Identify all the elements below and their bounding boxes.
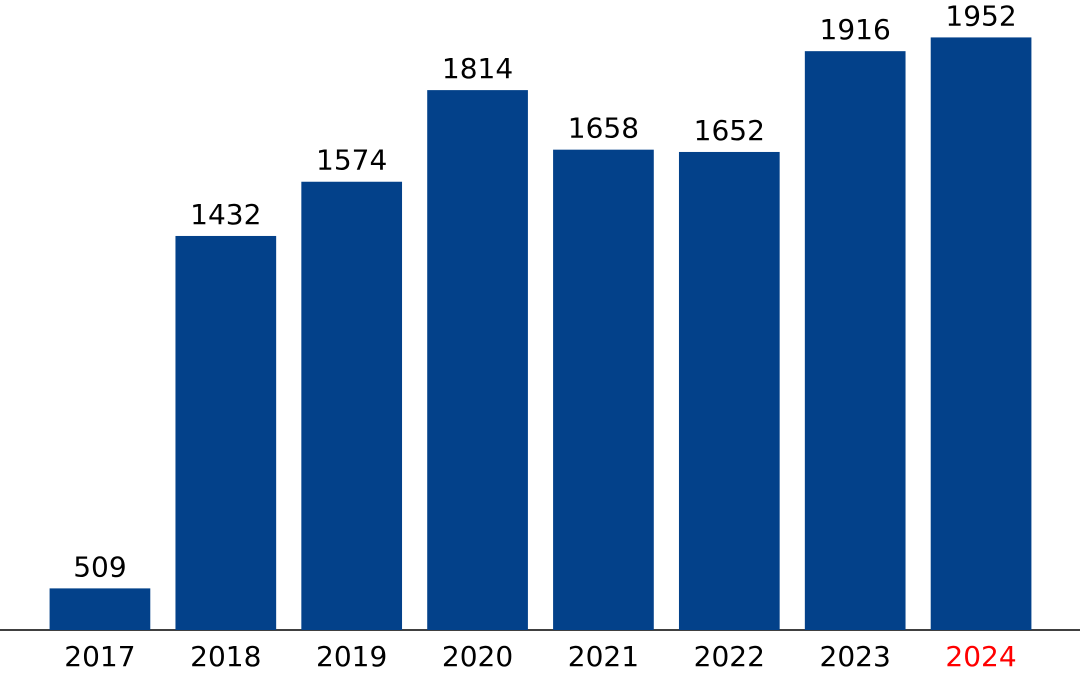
value-label: 1916 (820, 13, 891, 46)
x-tick-label: 2018 (190, 640, 261, 673)
value-label: 1952 (945, 0, 1016, 32)
bar (930, 37, 1032, 630)
value-label: 1574 (316, 144, 387, 177)
bar (553, 149, 654, 630)
value-label: 1432 (190, 198, 261, 231)
value-label: 1658 (568, 112, 639, 145)
bar (804, 51, 906, 630)
value-label: 509 (73, 550, 126, 583)
bar (175, 235, 277, 631)
bar (427, 90, 528, 631)
x-tick-label: 2019 (316, 640, 387, 673)
x-tick-label: 2024 (945, 640, 1016, 673)
value-label: 1814 (442, 52, 513, 85)
value-label: 1652 (694, 114, 765, 147)
bar (678, 151, 780, 631)
x-tick-label: 2022 (694, 640, 765, 673)
bar (49, 588, 151, 630)
x-tick-label: 2021 (568, 640, 639, 673)
x-tick-label: 2023 (820, 640, 891, 673)
x-tick-label: 2020 (442, 640, 513, 673)
bar (301, 181, 403, 630)
x-tick-label: 2017 (64, 640, 135, 673)
